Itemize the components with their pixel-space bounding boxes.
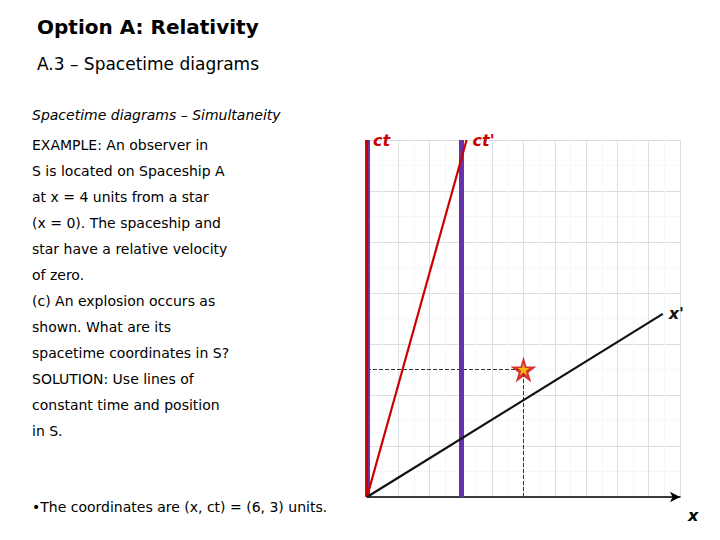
svg-text:EXAMPLE: An observer in: EXAMPLE: An observer in [32,137,208,153]
svg-text:(c) An explosion occurs as: (c) An explosion occurs as [32,293,215,309]
svg-text:SOLUTION: Use lines of: SOLUTION: Use lines of [32,371,195,387]
svg-text:in S.: in S. [32,423,63,439]
svg-text:of zero.: of zero. [32,267,84,283]
svg-text:S is located on Spaceship A: S is located on Spaceship A [32,163,225,179]
svg-text:spacetime coordinates in S?: spacetime coordinates in S? [32,345,229,361]
svg-text:x': x' [668,304,684,323]
svg-text:Spacetime diagrams – Simultane: Spacetime diagrams – Simultaneity [32,107,281,123]
svg-text:Option A: Relativity: Option A: Relativity [37,15,259,39]
svg-text:constant time and position: constant time and position [32,397,220,413]
svg-text:shown. What are its: shown. What are its [32,319,171,335]
svg-text:ct: ct [373,131,391,150]
svg-text:(x = 0). The spaceship and: (x = 0). The spaceship and [32,215,221,231]
svg-text:A.3 – Spacetime diagrams: A.3 – Spacetime diagrams [37,54,259,74]
svg-text:•The coordinates are (x, ct) =: •The coordinates are (x, ct) = (6, 3) un… [32,499,327,515]
svg-text:ct': ct' [473,131,495,150]
svg-text:x: x [687,506,699,525]
svg-text:star have a relative velocity: star have a relative velocity [32,241,227,257]
svg-text:at x = 4 units from a star: at x = 4 units from a star [32,189,209,205]
